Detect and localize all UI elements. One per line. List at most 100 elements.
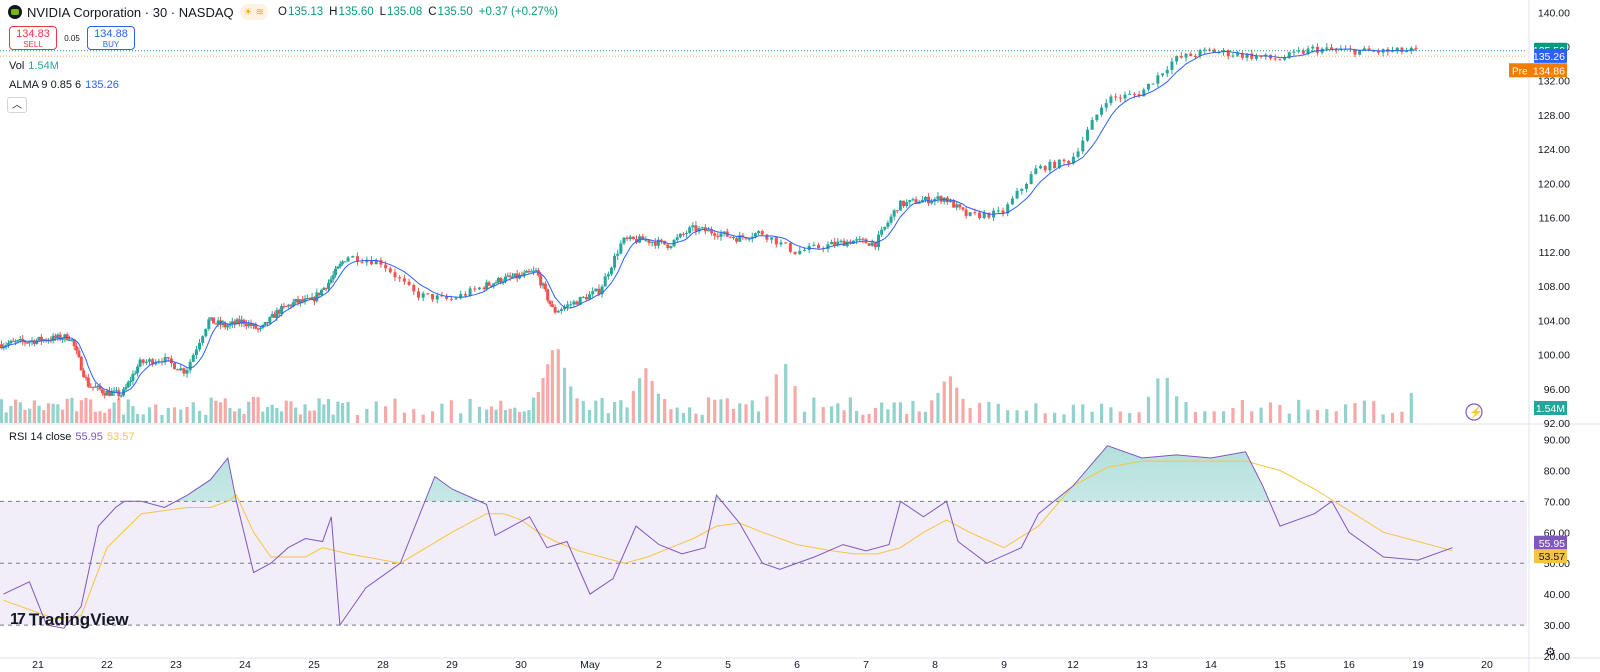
candle[interactable] (987, 212, 991, 218)
candle[interactable] (56, 334, 60, 339)
candle[interactable] (426, 293, 430, 295)
candle[interactable] (93, 386, 97, 388)
candle[interactable] (798, 250, 802, 255)
candle[interactable] (329, 279, 333, 283)
candle[interactable] (179, 368, 183, 371)
candle[interactable] (163, 357, 167, 363)
candle[interactable] (581, 296, 585, 298)
candle[interactable] (105, 390, 109, 396)
candle[interactable] (886, 222, 890, 227)
candle[interactable] (653, 241, 657, 246)
candle[interactable] (861, 238, 865, 240)
candle[interactable] (18, 338, 22, 341)
candle[interactable] (1259, 55, 1263, 57)
candle[interactable] (70, 339, 74, 341)
candle[interactable] (1400, 47, 1404, 53)
candle[interactable] (89, 386, 93, 388)
candle[interactable] (877, 234, 881, 248)
candle[interactable] (487, 282, 491, 286)
candle[interactable] (964, 209, 968, 216)
chevron-up-icon[interactable]: ︿ (7, 97, 27, 113)
candle[interactable] (784, 242, 788, 244)
candle[interactable] (1198, 50, 1202, 57)
candle[interactable] (706, 229, 710, 232)
candle[interactable] (920, 199, 924, 203)
candle[interactable] (1231, 55, 1235, 57)
candle[interactable] (23, 341, 27, 343)
candle[interactable] (817, 244, 821, 249)
candle[interactable] (779, 242, 783, 245)
candle[interactable] (719, 233, 723, 237)
candle[interactable] (660, 239, 664, 241)
rsi-line[interactable] (3, 445, 1453, 629)
candle[interactable] (1240, 52, 1244, 58)
candle[interactable] (1175, 56, 1179, 62)
candle[interactable] (459, 293, 463, 299)
candle[interactable] (609, 267, 613, 275)
candle[interactable] (273, 314, 277, 318)
rsi-ma-line[interactable] (3, 460, 1453, 620)
candle[interactable] (1170, 61, 1174, 70)
candle[interactable] (675, 237, 679, 240)
candle[interactable] (836, 241, 840, 246)
candle[interactable] (374, 260, 378, 265)
candle[interactable] (492, 283, 496, 287)
alma-legend[interactable]: ALMA 9 0.85 6 135.26 (9, 79, 119, 91)
candle[interactable] (86, 377, 90, 387)
candle[interactable] (270, 314, 274, 318)
candle[interactable] (1020, 188, 1024, 191)
candle[interactable] (100, 389, 104, 394)
candle[interactable] (230, 321, 234, 324)
candle[interactable] (228, 323, 232, 326)
candle[interactable] (1161, 73, 1165, 76)
candle[interactable] (622, 237, 626, 244)
candle[interactable] (251, 323, 255, 327)
candle[interactable] (136, 366, 140, 374)
candle[interactable] (1067, 160, 1071, 164)
candle[interactable] (532, 270, 536, 272)
candle[interactable] (144, 361, 148, 363)
candle[interactable] (388, 268, 392, 273)
candle[interactable] (445, 295, 449, 299)
candle[interactable] (1039, 166, 1043, 169)
candle[interactable] (1283, 57, 1287, 60)
candle[interactable] (21, 338, 25, 342)
candle[interactable] (191, 355, 195, 362)
candle[interactable] (204, 328, 208, 337)
candle[interactable] (77, 350, 81, 357)
candle[interactable] (141, 359, 145, 363)
candle[interactable] (510, 277, 514, 279)
candle[interactable] (322, 287, 326, 290)
candle[interactable] (485, 282, 489, 290)
candle[interactable] (61, 338, 65, 340)
candle[interactable] (559, 309, 563, 312)
candle[interactable] (939, 196, 943, 202)
candle[interactable] (166, 357, 170, 359)
candle[interactable] (603, 276, 607, 287)
candle[interactable] (958, 204, 962, 208)
candle[interactable] (207, 319, 211, 329)
candle[interactable] (923, 196, 927, 200)
candle[interactable] (889, 216, 893, 223)
candle[interactable] (346, 257, 350, 262)
candle[interactable] (319, 289, 323, 296)
candle[interactable] (1006, 204, 1010, 214)
candle[interactable] (1048, 161, 1052, 171)
candle[interactable] (343, 261, 347, 263)
candle[interactable] (697, 228, 701, 232)
candle[interactable] (669, 246, 673, 249)
candle[interactable] (534, 270, 538, 272)
candle[interactable] (513, 273, 517, 278)
candle[interactable] (68, 339, 72, 341)
candle[interactable] (1409, 47, 1413, 51)
candle[interactable] (496, 277, 500, 283)
candle[interactable] (14, 341, 18, 343)
candle[interactable] (1330, 47, 1334, 50)
candle[interactable] (402, 278, 406, 282)
candle[interactable] (370, 260, 374, 265)
candle[interactable] (802, 249, 806, 251)
candle[interactable] (1057, 159, 1061, 168)
candle[interactable] (1015, 190, 1019, 199)
candle[interactable] (412, 284, 416, 292)
candle[interactable] (11, 340, 15, 342)
